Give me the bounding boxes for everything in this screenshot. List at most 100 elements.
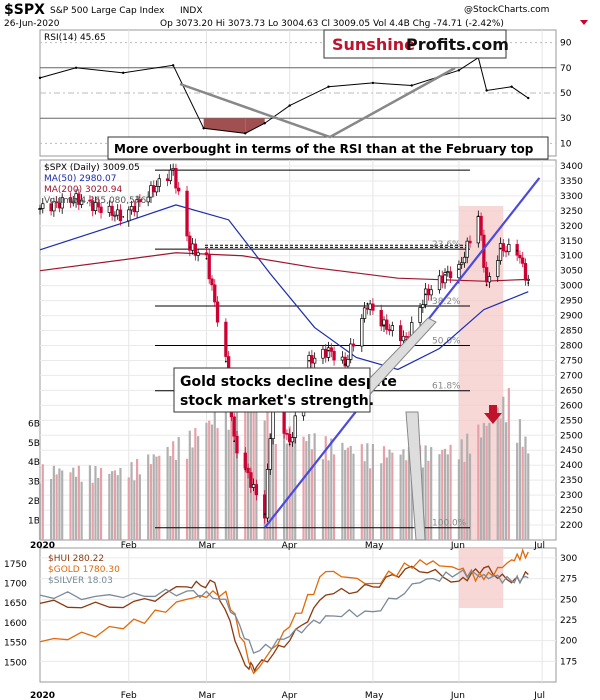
silver-line: [39, 568, 529, 654]
candle-body-26: [138, 199, 142, 203]
candle-body-17: [107, 205, 112, 213]
annotation-arrows: [179, 66, 502, 541]
candle-body-52: [243, 452, 247, 469]
spx-point-9: [263, 513, 266, 515]
price-tick-2350: 2350: [560, 476, 583, 486]
spx-point-19: [444, 273, 446, 276]
candle-body-120: [504, 250, 508, 253]
x-tick-mar: Mar: [198, 541, 215, 551]
candle-body-30: [154, 186, 159, 193]
candle-body-103: [440, 275, 444, 284]
volume-bar-120: [504, 422, 508, 540]
candle-body-75: [329, 347, 333, 352]
volume-bar-102: [438, 454, 441, 540]
volume-bar-116: [488, 422, 491, 540]
volume-bar-93: [402, 449, 405, 540]
spx-point-4: [188, 246, 191, 249]
candle-body-33: [168, 169, 173, 181]
candle-body-32: [165, 178, 170, 181]
volume-bar-30: [155, 456, 158, 540]
candle-body-54: [249, 472, 253, 488]
ma50-line: [39, 204, 529, 371]
spx-point-18: [424, 293, 427, 296]
volume-bar-15: [97, 477, 100, 540]
candle-body-10: [77, 193, 81, 205]
volume-bar-48: [227, 429, 230, 540]
spx-point-22: [485, 284, 488, 286]
candle-body-7: [68, 197, 73, 203]
volume-bar-65: [291, 439, 294, 540]
rsi-point-13: [485, 89, 488, 92]
fib-label-382: 38.2%: [432, 297, 461, 307]
volume-bar-0: [38, 483, 42, 540]
volume-bar-45: [213, 410, 216, 540]
watermark: @StockCharts.com: [464, 5, 549, 15]
volume-bar-119: [502, 396, 505, 540]
hui-tick-200: 200: [560, 637, 577, 647]
candle-body-24: [132, 206, 136, 213]
x-tick-jun: Jun: [450, 541, 465, 551]
candle-body-73: [324, 348, 328, 358]
volume-bar-87: [380, 463, 383, 540]
volume-bar-26: [138, 474, 141, 540]
candle-body-47: [224, 321, 228, 357]
volume-bar-47: [224, 397, 227, 540]
candle-body-121: [507, 244, 511, 253]
x-tick-jun: Jun: [450, 691, 465, 700]
candle-body-74: [326, 347, 331, 358]
price-tick-3050: 3050: [560, 267, 583, 277]
price-tick-2950: 2950: [560, 297, 583, 307]
svg-text:Sunshine: Sunshine: [332, 35, 415, 54]
candle-body-109: [462, 256, 467, 264]
price-tick-2600: 2600: [560, 401, 583, 411]
volume-bar-84: [366, 443, 369, 540]
spx-point-3: [172, 169, 175, 172]
fib-label-1000: 100.0%: [432, 519, 467, 529]
candle-body-113: [479, 215, 483, 236]
metals-panel: 1500 1550 1600 1650 1700 1750 175 200 225 250 275 3…: [4, 548, 577, 675]
volume-bar-104: [443, 448, 447, 540]
x-tick-feb: Feb: [121, 691, 137, 700]
volume-bar-90: [388, 449, 391, 540]
candle-body-31: [157, 178, 161, 187]
candle-body-80: [349, 343, 353, 360]
volume-bar-114: [482, 422, 485, 540]
price-tick-2250: 2250: [560, 506, 583, 516]
volume-bar-118: [499, 418, 502, 540]
volume-bar-80: [349, 445, 352, 540]
fib-label-500: 50.0%: [432, 337, 461, 347]
volume-bar-50: [233, 423, 236, 540]
candle-body-28: [149, 185, 153, 198]
x-tick-jul: Jul: [533, 541, 545, 551]
candle-body-93: [401, 335, 406, 342]
price-tick-3350: 3350: [560, 177, 583, 187]
volume-bar-125: [524, 436, 527, 540]
volume-bar-24: [133, 480, 136, 540]
x-tick-may: May: [365, 691, 384, 700]
candle-body-55: [251, 484, 256, 488]
volume-bar-2: [49, 478, 53, 540]
candle-body-44: [210, 278, 214, 286]
spx-point-15: [366, 303, 369, 305]
x-axis: 2020 2020 Feb Feb Mar Mar Apr Apr May May Jun Jun Ju…: [30, 541, 545, 700]
candle-body-83: [362, 307, 367, 319]
spx-point-1: [75, 197, 77, 200]
spx-point-13: [327, 349, 330, 352]
price-panel: 2200 2250 2300 2350 2400 2450 2500 2550 2600 2650…: [28, 162, 583, 540]
candle-body-19: [113, 214, 117, 217]
volume-bar-27: [147, 454, 150, 540]
price-tick-3000: 3000: [560, 282, 583, 292]
candle-body-86: [371, 303, 375, 311]
hui-tick-175: 175: [560, 657, 577, 667]
gold-line: [39, 548, 529, 675]
candle-body-38: [188, 235, 192, 251]
gold-tick-1600: 1600: [4, 619, 27, 629]
volume-bar-111: [468, 453, 472, 540]
volume-bar-10: [77, 465, 80, 540]
volume-bar-22: [127, 477, 130, 540]
volume-bar-20: [116, 475, 119, 540]
price-tick-2550: 2550: [560, 416, 583, 426]
price-tick-2900: 2900: [560, 312, 583, 322]
hui-legend: $HUI 280.22: [48, 554, 104, 564]
candle-body-98: [421, 304, 425, 308]
